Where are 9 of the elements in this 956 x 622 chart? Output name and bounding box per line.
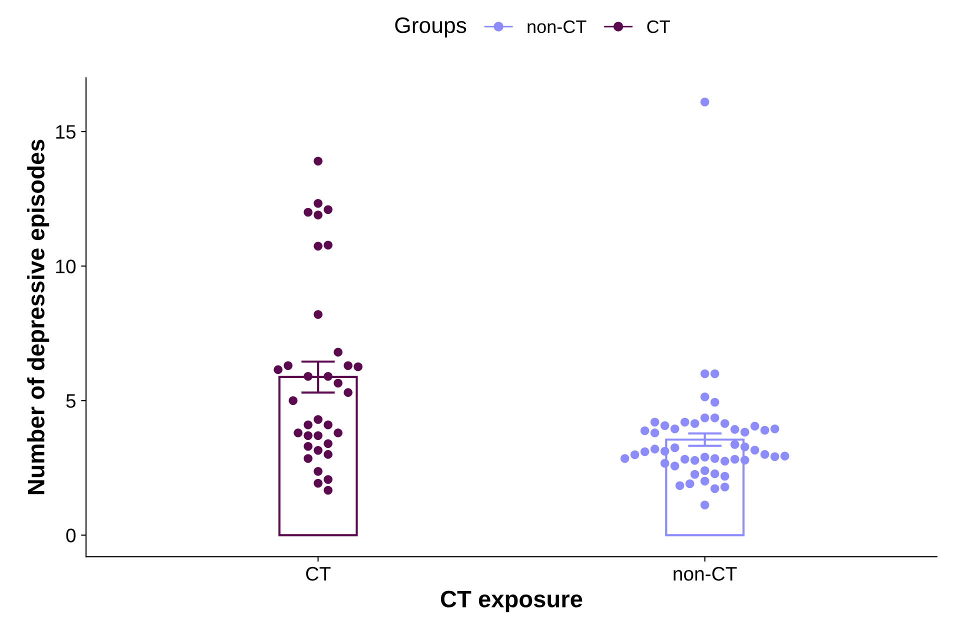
y-tick-label: 15: [56, 125, 76, 139]
legend-label: CT: [647, 20, 670, 34]
legend-label: non-CT: [528, 20, 586, 34]
y-tick-label: 0: [66, 528, 76, 542]
legend-title: Groups: [395, 17, 466, 38]
y-tick-label: 5: [66, 394, 76, 408]
x-axis-title: CT exposure: [440, 590, 582, 612]
y-axis-title: Number of depressive episodes: [27, 140, 50, 494]
y-tick-label: 10: [56, 260, 76, 274]
